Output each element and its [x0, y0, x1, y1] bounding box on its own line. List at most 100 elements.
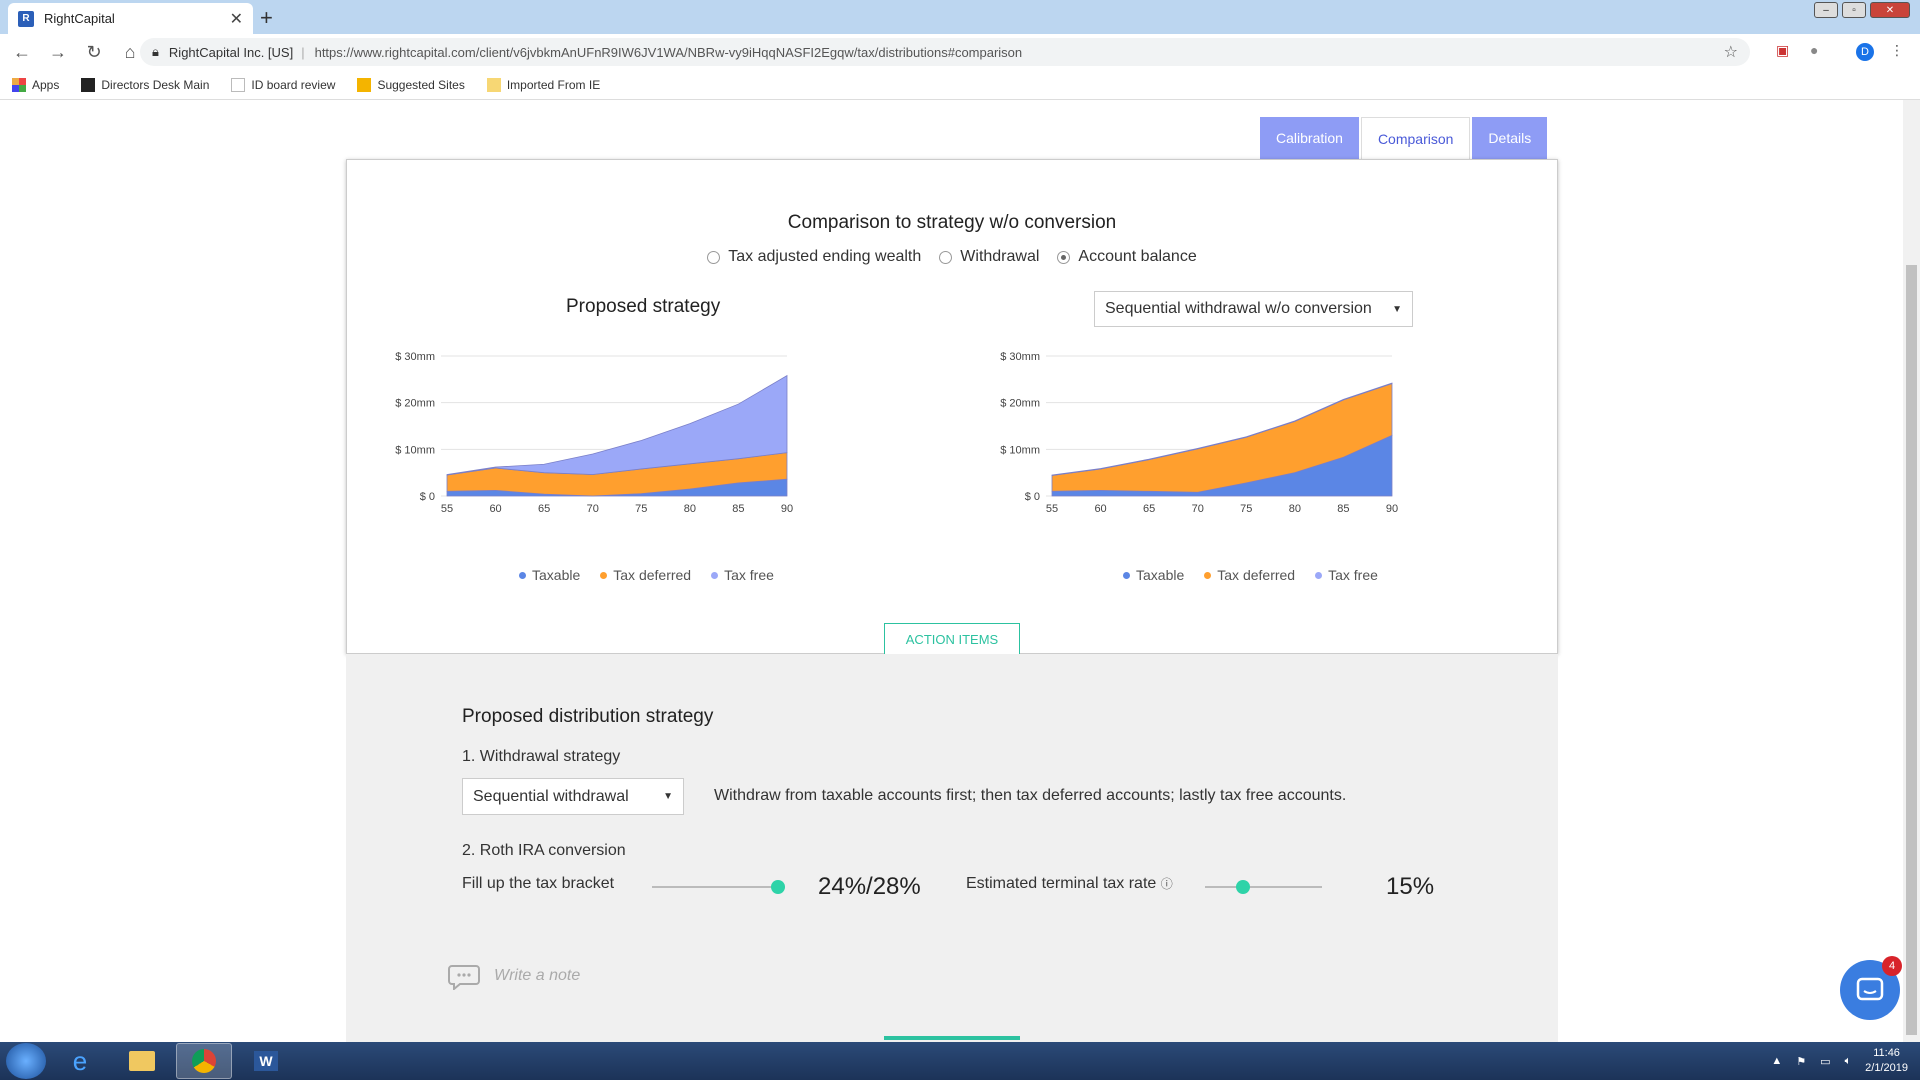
address-bar-row: ← → ↻ ⌂ 🔒︎ RightCapital Inc. [US] | http…	[0, 34, 1920, 70]
terminal-rate-label: Estimated terminal tax rate ⓘ	[966, 875, 1173, 892]
omnibox[interactable]: 🔒︎ RightCapital Inc. [US] | https://www.…	[140, 38, 1750, 66]
legend-tax-deferred[interactable]: Tax deferred	[600, 567, 691, 583]
distribution-panel	[346, 654, 1558, 1044]
new-tab-icon[interactable]: +	[260, 5, 273, 30]
y-tick-label: $ 30mm	[395, 351, 435, 363]
apps-grid-icon	[12, 77, 26, 92]
x-tick-label: 80	[1289, 503, 1301, 515]
word-icon[interactable]: W	[238, 1043, 294, 1079]
bookmark-apps[interactable]: Apps	[12, 77, 59, 92]
y-tick-label: $ 0	[420, 491, 435, 503]
radio-account-balance[interactable]: Account balance	[1057, 248, 1197, 266]
flag-icon[interactable]: ⚑	[1796, 1055, 1807, 1068]
x-tick-label: 85	[1337, 503, 1349, 515]
window-controls: – ▫ ✕	[1814, 2, 1910, 18]
legend-tax-free[interactable]: Tax free	[711, 567, 774, 583]
chevron-down-icon: ▼	[663, 791, 673, 802]
page-scrollbar[interactable]	[1903, 100, 1920, 1042]
fill-bracket-slider[interactable]	[652, 880, 785, 894]
y-tick-label: $ 10mm	[395, 444, 435, 456]
browser-titlebar: R RightCapital ✕ + – ▫ ✕	[0, 0, 1920, 34]
radio-dot	[939, 250, 953, 264]
withdrawal-description: Withdraw from taxable accounts first; th…	[714, 787, 1347, 804]
bookmark-star-icon[interactable]: ☆	[1723, 44, 1738, 61]
ie-icon[interactable]: e	[72, 1045, 88, 1076]
x-tick-label: 60	[489, 503, 501, 515]
speech-bubble-icon	[448, 965, 480, 990]
legend-tax-deferred[interactable]: Tax deferred	[1204, 567, 1295, 583]
bookmarks-bar: Apps Directors Desk Main ID board review…	[0, 70, 1920, 100]
chrome-icon[interactable]	[176, 1043, 232, 1079]
close-tab-icon[interactable]: ✕	[229, 10, 243, 28]
tab-comparison[interactable]: Comparison	[1360, 117, 1471, 159]
radio-tax-adjusted[interactable]: Tax adjusted ending wealth	[707, 248, 921, 266]
radio-withdrawal[interactable]: Withdrawal	[939, 248, 1039, 266]
action-items-button[interactable]: ACTION ITEMS	[884, 623, 1020, 655]
x-tick-label: 55	[1046, 503, 1058, 515]
extension-icon[interactable]: ▣	[1776, 42, 1790, 58]
extension-icon-2[interactable]: ●	[1810, 42, 1819, 58]
x-tick-label: 80	[684, 503, 696, 515]
area-series-tax-free	[446, 374, 788, 476]
forward-icon[interactable]: →	[49, 41, 67, 62]
slider-handle[interactable]	[1235, 880, 1250, 894]
withdrawal-strategy-select[interactable]: Sequential withdrawal ▼	[462, 778, 684, 815]
left-chart-title: Proposed strategy	[566, 296, 721, 317]
tab-title: RightCapital	[44, 11, 115, 26]
directors-desk-icon	[81, 77, 96, 92]
site-identity: RightCapital Inc. [US]	[168, 44, 294, 60]
info-icon[interactable]: ⓘ	[1160, 877, 1173, 891]
scrollbar-thumb[interactable]	[1906, 265, 1917, 1035]
radio-dot-selected	[1057, 250, 1071, 264]
explorer-icon[interactable]	[114, 1043, 170, 1079]
reload-icon[interactable]: ↻	[86, 41, 102, 62]
home-icon[interactable]: ⌂	[124, 41, 136, 62]
x-tick-label: 85	[732, 503, 744, 515]
windows-taskbar: e W ▲ ⚑ ▭ 🔈︎ 11:46 2/1/2019	[0, 1042, 1920, 1080]
write-note[interactable]: Write a note	[448, 962, 580, 990]
x-tick-label: 65	[538, 503, 550, 515]
x-tick-label: 70	[587, 503, 599, 515]
left-chart-legend: Taxable Tax deferred Tax free	[519, 567, 774, 583]
legend-tax-free[interactable]: Tax free	[1315, 567, 1378, 583]
tab-details[interactable]: Details	[1472, 117, 1548, 159]
back-icon[interactable]: ←	[13, 41, 31, 62]
terminal-rate-slider[interactable]	[1205, 880, 1322, 894]
view-radio-group: Tax adjusted ending wealth Withdrawal Ac…	[347, 248, 1557, 266]
close-window-icon[interactable]: ✕	[1870, 2, 1910, 18]
chat-icon	[1856, 977, 1884, 1001]
roth-conversion-label: 2. Roth IRA conversion	[462, 842, 626, 859]
rightcapital-favicon-icon: R	[18, 10, 34, 27]
bing-icon	[357, 77, 372, 92]
legend-taxable[interactable]: Taxable	[519, 567, 580, 583]
comparison-strategy-select[interactable]: Sequential withdrawal w/o conversion ▼	[1094, 291, 1413, 327]
distribution-title: Proposed distribution strategy	[462, 706, 714, 727]
browser-tab[interactable]: R RightCapital ✕	[8, 3, 253, 34]
bookmark-directors-desk[interactable]: Directors Desk Main	[81, 77, 209, 92]
clock[interactable]: 11:46 2/1/2019	[1865, 1047, 1908, 1074]
menu-dots-icon[interactable]: ⋮	[1890, 42, 1904, 58]
start-button-icon[interactable]	[6, 1043, 46, 1079]
bookmark-id-board[interactable]: ID board review	[231, 77, 335, 92]
volume-icon[interactable]: 🔈︎	[1844, 1054, 1852, 1067]
show-hidden-icon[interactable]: ▲	[1771, 1055, 1783, 1067]
y-tick-label: $ 10mm	[1000, 444, 1040, 456]
fill-bracket-value: 24%/28%	[818, 873, 921, 900]
network-icon[interactable]: ▭	[1820, 1055, 1831, 1068]
profile-avatar[interactable]: D	[1856, 43, 1874, 61]
maximize-icon[interactable]: ▫	[1842, 2, 1866, 18]
tab-calibration[interactable]: Calibration	[1260, 117, 1359, 159]
chat-launcher-button[interactable]: 4	[1840, 956, 1902, 1020]
y-tick-label: $ 0	[1025, 491, 1040, 503]
x-tick-label: 70	[1192, 503, 1204, 515]
bookmark-imported-ie[interactable]: Imported From IE	[486, 77, 600, 92]
chat-badge: 4	[1882, 956, 1902, 976]
slider-handle[interactable]	[771, 880, 785, 894]
bookmark-suggested-sites[interactable]: Suggested Sites	[357, 77, 465, 92]
minimize-icon[interactable]: –	[1814, 2, 1838, 18]
terminal-rate-value: 15%	[1386, 873, 1435, 900]
comparison-card: Comparison to strategy w/o conversion Ta…	[346, 159, 1558, 654]
right-chart-legend: Taxable Tax deferred Tax free	[1123, 567, 1378, 583]
comparison-title: Comparison to strategy w/o conversion	[787, 212, 1117, 233]
legend-taxable[interactable]: Taxable	[1123, 567, 1184, 583]
